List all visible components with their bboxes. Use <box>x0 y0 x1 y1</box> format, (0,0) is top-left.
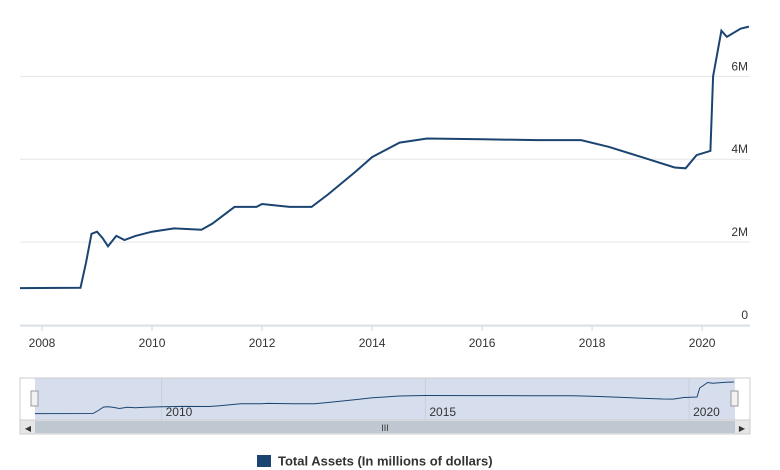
x-tick-label: 2018 <box>579 336 606 350</box>
x-tick-label: 2008 <box>29 336 56 350</box>
x-tick-label: 2010 <box>139 336 166 350</box>
scrollbar-thumb[interactable] <box>35 421 735 433</box>
navigator-handle[interactable] <box>30 390 39 407</box>
scrollbar-grip: III <box>381 423 389 433</box>
x-tick-label: 2020 <box>689 336 716 350</box>
legend-label[interactable]: Total Assets (In millions of dollars) <box>278 453 493 468</box>
x-tick-label: 2012 <box>249 336 276 350</box>
series-line <box>19 25 750 290</box>
y-tick-label: 2M <box>731 225 748 239</box>
navigator-outline <box>19 377 751 421</box>
y-tick-label: 4M <box>731 142 748 156</box>
x-tick-label: 2014 <box>359 336 386 350</box>
scroll-right[interactable]: ▶ <box>739 424 746 433</box>
legend-symbol[interactable] <box>257 455 271 467</box>
y-tick-label: 0 <box>741 308 748 322</box>
navigator-handle[interactable] <box>730 390 739 407</box>
navigator-tick-label: 2015 <box>429 405 456 419</box>
x-tick-label: 2016 <box>469 336 496 350</box>
y-tick-label: 6M <box>731 59 748 73</box>
navigator-tick-label: 2020 <box>693 405 720 419</box>
navigator-selection[interactable] <box>35 378 735 420</box>
navigator-tick-label: 2010 <box>166 405 193 419</box>
scroll-left[interactable]: ◀ <box>25 424 32 433</box>
navigator-line <box>34 381 734 415</box>
